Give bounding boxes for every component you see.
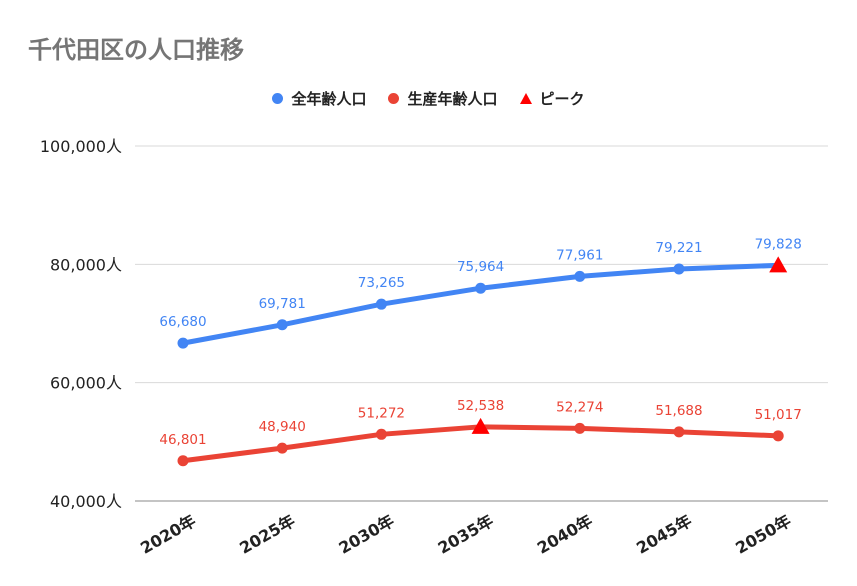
legend-marker-peak bbox=[519, 92, 532, 104]
data-label: 66,680 bbox=[159, 314, 206, 330]
x-axis: 2020年 2025年 2030年 2035年 2040年 2045年 2050年 bbox=[137, 511, 794, 558]
x-tick-label: 2030年 bbox=[335, 511, 397, 558]
data-label: 48,940 bbox=[259, 419, 306, 435]
series-1: 46,801 48,940 51,272 52,538 52,274 51,688 51,0… bbox=[159, 398, 802, 467]
data-label: 77,961 bbox=[556, 247, 603, 263]
series-0: 66,680 69,781 73,265 75,964 77,961 79,221 79,8… bbox=[159, 236, 802, 349]
data-label: 51,017 bbox=[755, 407, 802, 423]
chart-title: 千代田区の人口推移 bbox=[28, 36, 244, 64]
data-point bbox=[574, 422, 586, 434]
x-tick-label: 2035年 bbox=[435, 511, 497, 558]
legend-item-peak: ピーク bbox=[519, 88, 585, 109]
data-point bbox=[375, 428, 387, 440]
y-tick-label: 80,000人 bbox=[50, 255, 122, 274]
y-tick-label: 60,000人 bbox=[50, 374, 122, 393]
legend-label-peak: ピーク bbox=[539, 89, 585, 108]
x-tick-label: 2045年 bbox=[633, 511, 695, 558]
x-tick-label: 2050年 bbox=[732, 511, 794, 558]
data-label: 75,964 bbox=[457, 259, 504, 275]
data-label: 69,781 bbox=[259, 296, 306, 312]
legend-item-total: 全年齢人口 bbox=[272, 88, 366, 109]
data-label: 51,688 bbox=[655, 403, 702, 419]
data-label: 51,272 bbox=[358, 405, 405, 421]
peak-marker bbox=[471, 417, 490, 434]
data-label: 79,828 bbox=[755, 236, 802, 252]
legend-label-working-age: 生産年齢人口 bbox=[407, 89, 498, 108]
data-point bbox=[177, 337, 189, 349]
data-label: 52,274 bbox=[556, 399, 603, 415]
data-point bbox=[673, 426, 685, 438]
data-point bbox=[475, 282, 487, 294]
data-point bbox=[673, 263, 685, 275]
data-label: 73,265 bbox=[358, 275, 405, 291]
data-label: 52,538 bbox=[457, 398, 504, 414]
x-tick-label: 2040年 bbox=[534, 511, 596, 558]
data-label: 79,221 bbox=[655, 240, 702, 256]
data-point bbox=[276, 319, 288, 331]
data-point bbox=[772, 430, 784, 442]
data-point bbox=[276, 442, 288, 454]
peak-marker bbox=[769, 256, 788, 273]
legend-label-total: 全年齢人口 bbox=[291, 89, 367, 108]
data-point bbox=[177, 455, 189, 467]
data-point bbox=[574, 270, 586, 282]
y-tick-label: 40,000人 bbox=[50, 492, 122, 511]
series-group: 66,680 69,781 73,265 75,964 77,961 79,221 79,8… bbox=[159, 236, 802, 467]
legend-item-working-age: 生産年齢人口 bbox=[388, 88, 498, 109]
gridlines bbox=[135, 145, 828, 502]
legend-marker-working-age bbox=[388, 92, 400, 104]
y-axis: 40,000人 60,000人 80,000人 100,000人 bbox=[40, 137, 122, 511]
data-point bbox=[375, 298, 387, 310]
y-tick-label: 100,000人 bbox=[40, 137, 122, 156]
legend: 全年齢人口 生産年齢人口 ピーク bbox=[0, 87, 857, 109]
x-tick-label: 2020年 bbox=[137, 511, 199, 558]
x-tick-label: 2025年 bbox=[236, 511, 298, 558]
data-label: 46,801 bbox=[159, 432, 206, 448]
legend-marker-total bbox=[272, 92, 284, 104]
